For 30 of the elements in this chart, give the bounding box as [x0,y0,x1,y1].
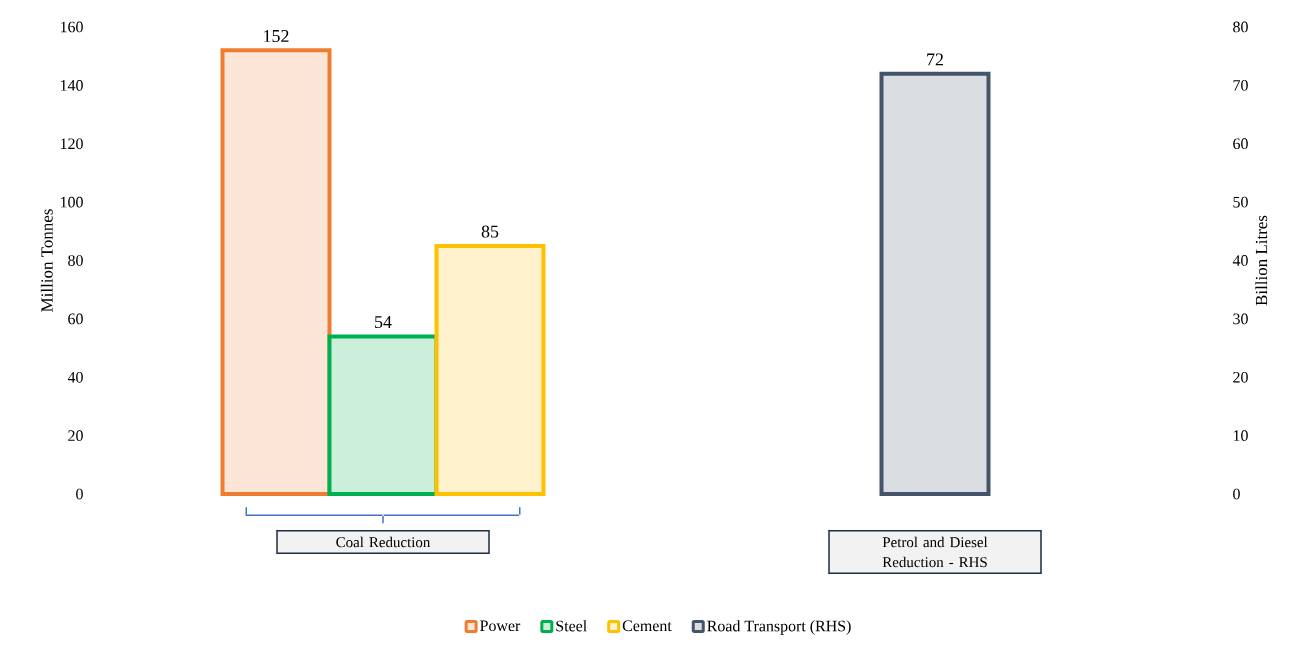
y-tick-label: 60 [68,313,83,325]
data-label: 85 [481,225,499,238]
y-tick-label: 100 [60,196,83,208]
y2-tick-label: 0 [1233,488,1240,500]
legend-label: Cement [622,620,672,632]
y-tick-label: 160 [60,21,83,33]
y2-tick-label: 30 [1233,313,1248,325]
y2-axis-title: Billion Litres [1255,215,1268,306]
x-tick-label: Petrol and Diesel Reduction - RHS [882,536,988,568]
legend-label: Road Transport (RHS) [707,620,851,635]
y2-tick-label: 60 [1233,138,1248,150]
legend-label: Steel [556,620,587,632]
y2-tick-label: 10 [1233,430,1248,441]
y2-tick-label: 80 [1233,21,1248,33]
y2-tick-label: 40 [1232,255,1248,266]
y-tick-label: 140 [60,80,83,91]
y-tick-label: 0 [76,488,83,500]
y-axis-title: Million Tonnes [40,209,53,312]
data-label: 72 [927,53,943,66]
data-label: 152 [264,29,289,43]
y2-tick-label: 20 [1233,371,1248,383]
y-tick-label: 40 [67,371,83,383]
y-tick-label: 80 [68,255,83,266]
y-tick-label: 120 [60,138,83,150]
data-label: 54 [375,316,392,329]
legend-label: Power [480,620,521,632]
y2-tick-label: 50 [1233,196,1248,208]
y2-tick-label: 70 [1233,80,1248,91]
x-tick-label: Coal Reduction [336,536,431,548]
y-tick-label: 20 [68,430,83,441]
